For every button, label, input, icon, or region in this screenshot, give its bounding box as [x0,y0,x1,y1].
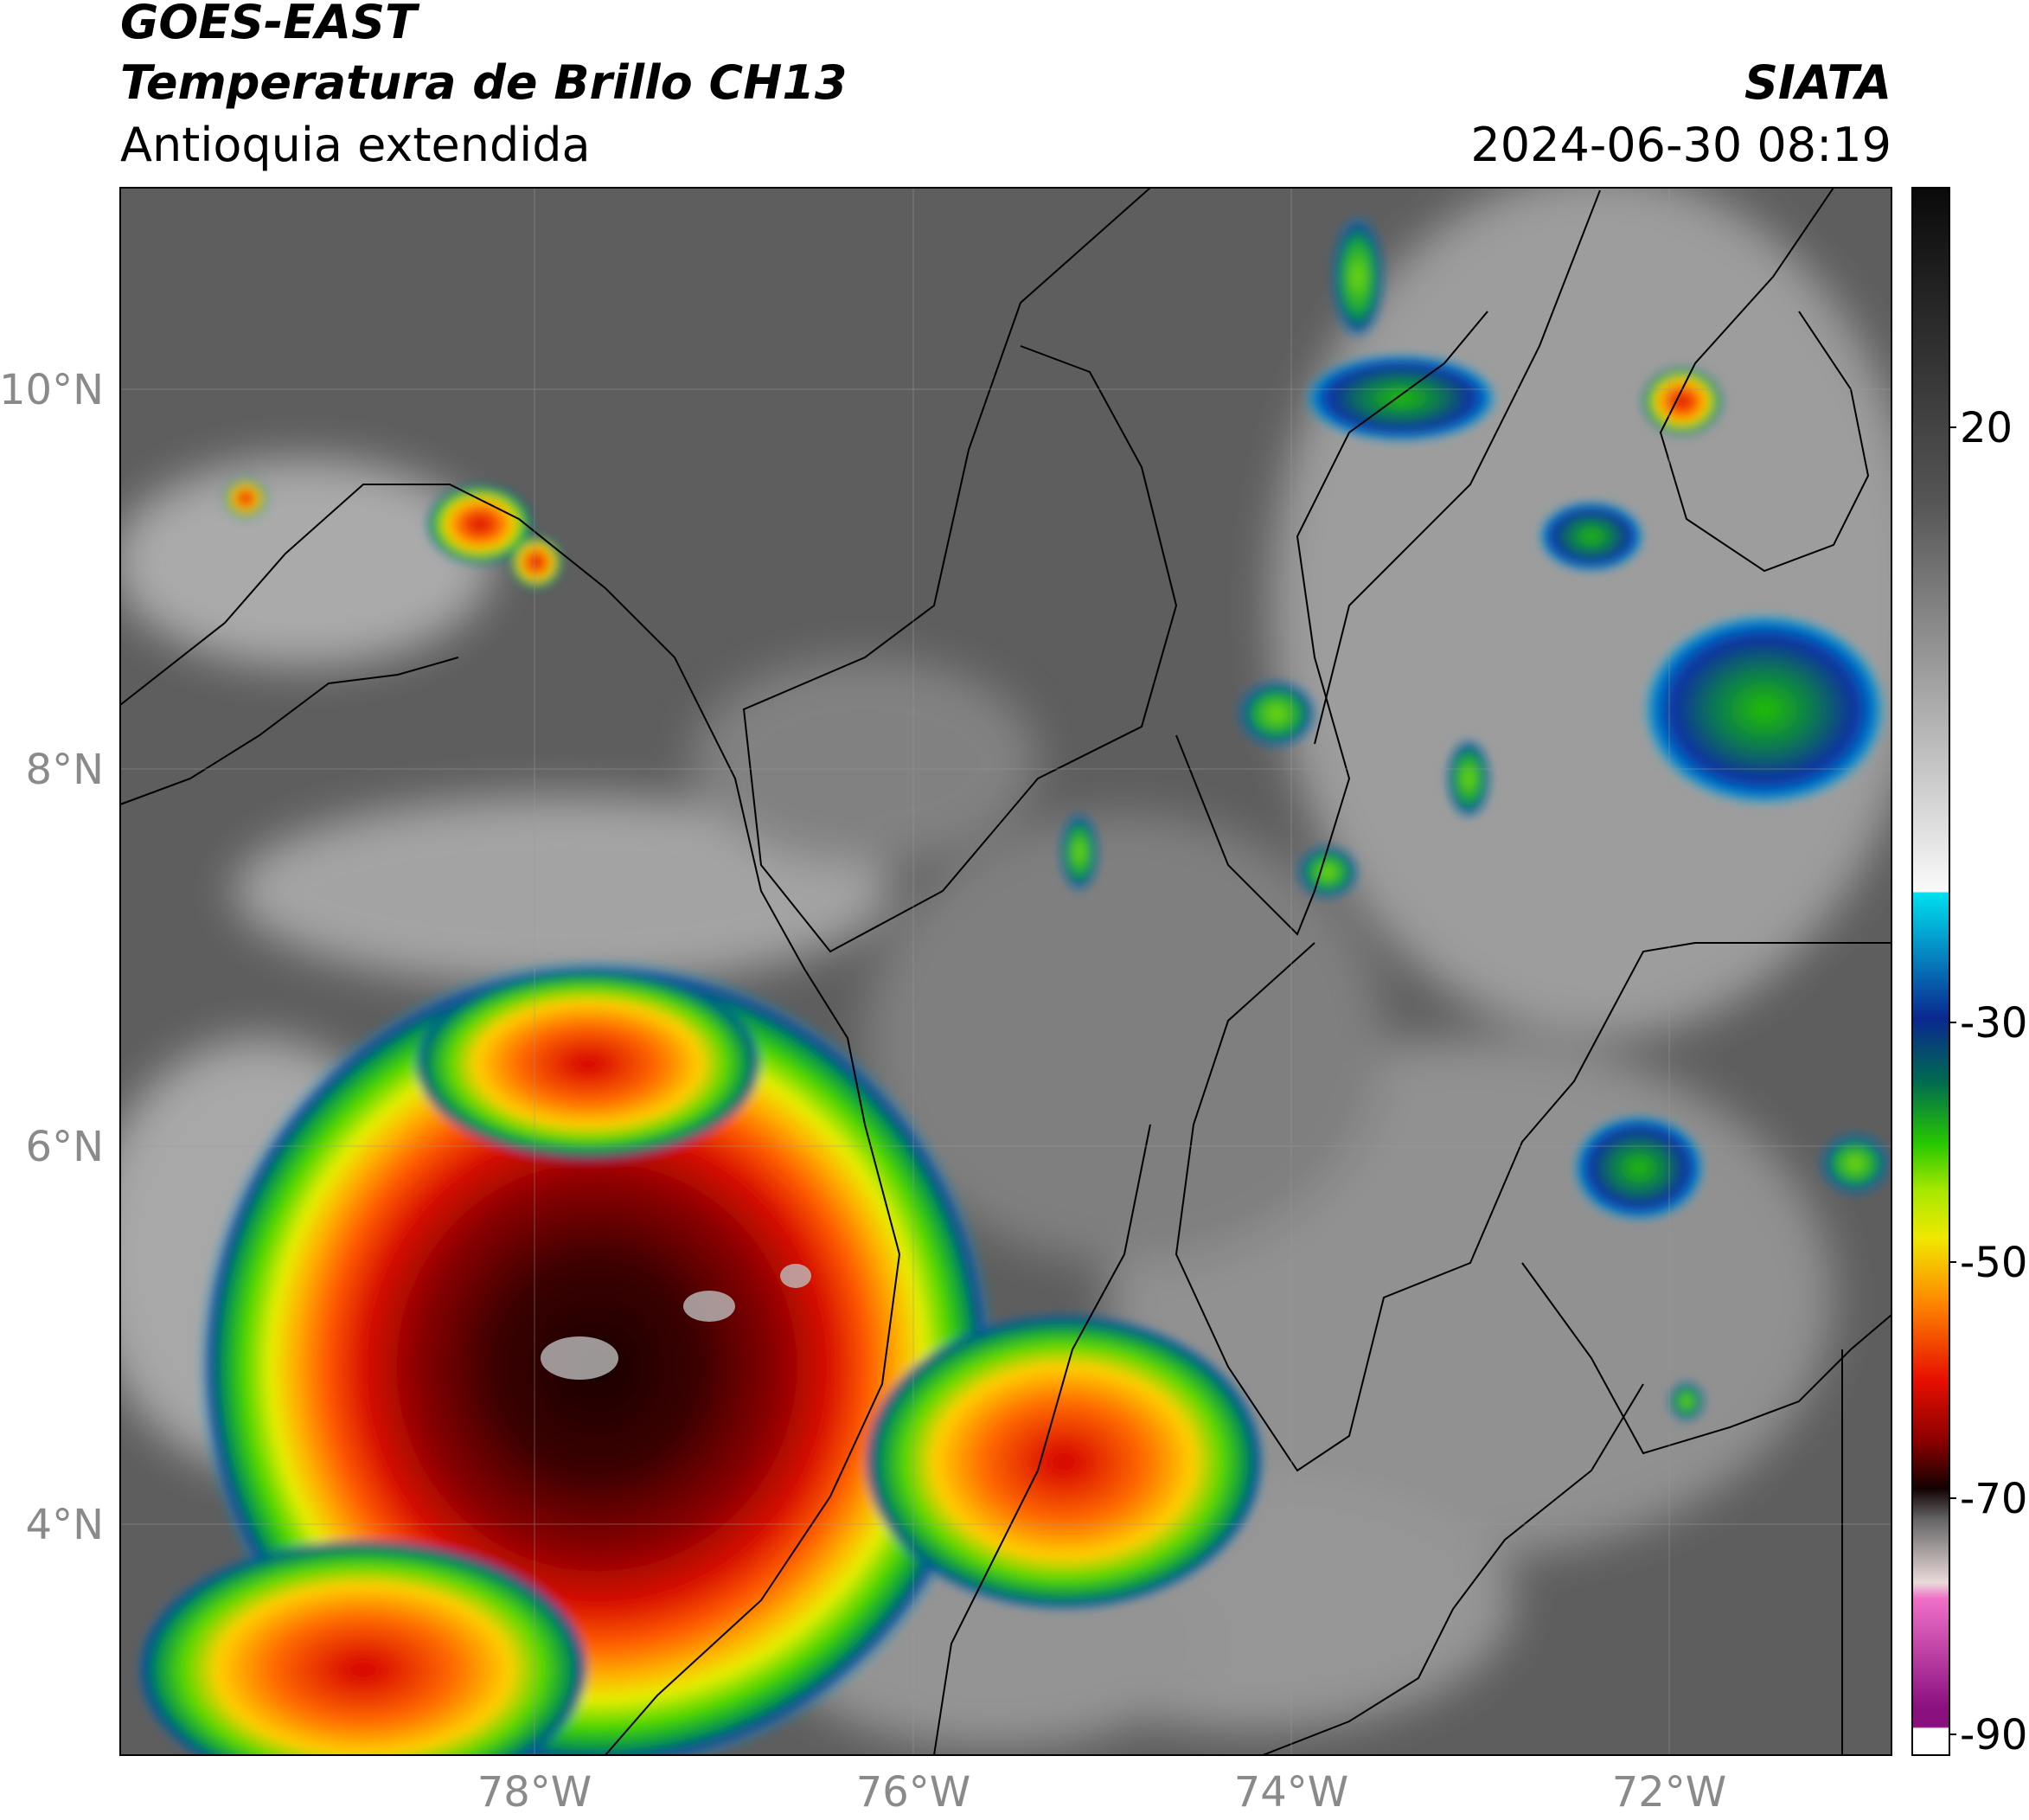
subtitle: Temperatura de Brillo CH13 [120,55,848,110]
axis-labels: 10°N 8°N 6°N 4°N 78°W 76°W 74°W 72°W [0,366,1726,1817]
colorbar-label: -30 [1960,999,2027,1048]
lon-label: 72°W [1612,1768,1727,1817]
datetime: 2024-06-30 08:19 [1470,118,1891,172]
colorbar-ticks [1949,426,1956,1735]
map-frame [119,187,1892,1756]
colorbar-label: 20 [1960,404,2013,452]
graticule [120,188,1891,1755]
lat-label: 6°N [26,1123,104,1171]
satellite-image [120,188,1891,1755]
borders [120,188,1891,1755]
colorbar-label: -90 [1960,1711,2027,1759]
region: Antioquia extendida [120,118,591,172]
lat-label: 8°N [26,746,104,794]
title: GOES-EAST [120,0,420,49]
colorbar-label: -50 [1960,1239,2027,1287]
lat-label: 10°N [0,366,104,414]
lon-label: 74°W [1234,1768,1349,1817]
lat-label: 4°N [26,1501,104,1549]
colorbar-label: -70 [1960,1475,2027,1523]
colorbar [1911,187,1950,1756]
lon-label: 78°W [477,1768,592,1817]
lon-label: 76°W [856,1768,971,1817]
source: SIATA [1744,55,1891,110]
